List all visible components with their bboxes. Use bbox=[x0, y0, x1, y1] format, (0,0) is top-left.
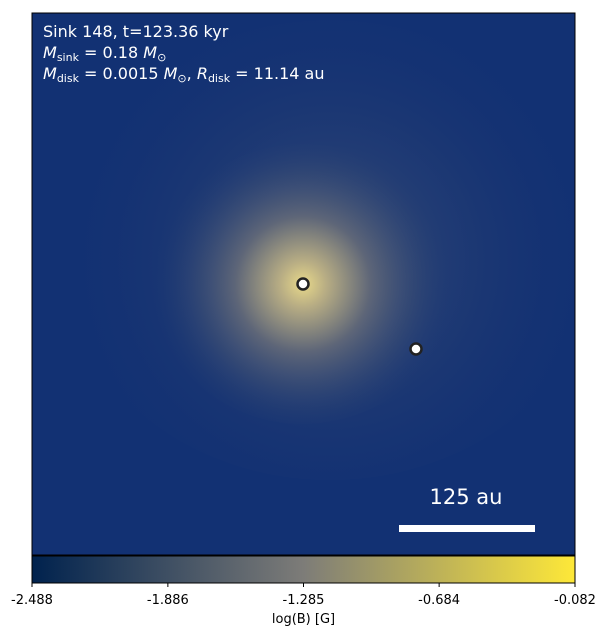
colorbar-label: log(B) [G] bbox=[272, 612, 335, 627]
annotation-part: ⊙ bbox=[177, 72, 186, 85]
annotation-part: M bbox=[164, 64, 178, 83]
annotation-part: sink bbox=[57, 51, 80, 64]
annotation-part: M bbox=[143, 43, 157, 62]
tick-label: -1.285 bbox=[283, 593, 325, 608]
tick-label: -0.082 bbox=[554, 593, 596, 608]
annotation-part: = 0.0015 bbox=[79, 64, 164, 83]
annotation-part: M bbox=[43, 43, 57, 62]
sink bbox=[409, 342, 423, 356]
sink bbox=[296, 277, 310, 291]
field-image bbox=[32, 13, 575, 555]
annotation: Sink 148, t=123.36 kyr bbox=[43, 22, 229, 41]
annotation-part: disk bbox=[208, 72, 231, 85]
annotation: Mdisk = 0.0015 M⊙, Rdisk = 11.14 au bbox=[43, 64, 325, 85]
scalebar-label: 125 au bbox=[430, 485, 503, 509]
tick-label: -0.684 bbox=[418, 593, 460, 608]
annotation-part: = 0.18 bbox=[79, 43, 143, 62]
annotation: Msink = 0.18 M⊙ bbox=[43, 43, 166, 64]
annotation-part: = 11.14 au bbox=[230, 64, 324, 83]
annotation-part: disk bbox=[57, 72, 80, 85]
tick-label: -2.488 bbox=[11, 593, 53, 608]
scalebar bbox=[399, 525, 535, 532]
annotation-part: ⊙ bbox=[157, 51, 166, 64]
annotation-part: R bbox=[197, 64, 208, 83]
annotation-part: , bbox=[187, 64, 197, 83]
frame bbox=[31, 12, 576, 556]
colorbar bbox=[31, 555, 576, 584]
annotation-part: M bbox=[43, 64, 57, 83]
tick-label: -1.886 bbox=[147, 593, 189, 608]
annotation-part: Sink 148, t=123.36 kyr bbox=[43, 22, 229, 41]
